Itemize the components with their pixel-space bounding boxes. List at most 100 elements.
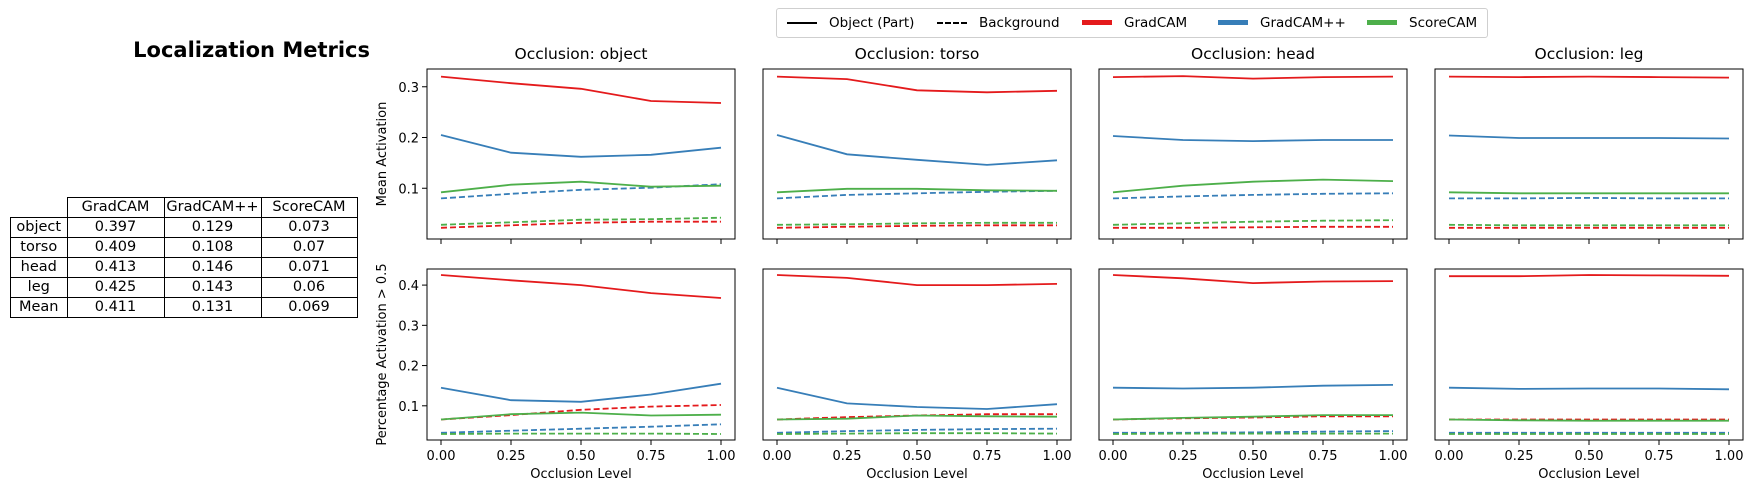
- series-line-scorecam-object: [1448, 418, 1729, 422]
- table-cell: 0.073: [260, 217, 358, 238]
- legend-color-swatch: [1218, 20, 1248, 25]
- table-cell: 0.071: [260, 257, 358, 278]
- legend-dashed-line-swatch: [937, 22, 967, 24]
- series-line-scorecam-background: [440, 216, 722, 226]
- series-line-scorecam-object: [776, 187, 1058, 194]
- plot-panel-frame: [426, 68, 736, 240]
- y-tick-label: 0.1: [398, 400, 419, 415]
- series-line-gradcam-object: [440, 75, 722, 104]
- chart-legend: Object (Part) Background GradCAM GradCAM…: [776, 8, 1488, 38]
- series-line-gradcampp-background: [776, 189, 1058, 200]
- plot-panel-frame: [1098, 68, 1408, 240]
- table-row: leg 0.425 0.143 0.06: [10, 277, 358, 298]
- series-line-gradcampp-background: [440, 423, 722, 434]
- series-line-gradcam-background: [440, 220, 721, 229]
- series-line-scorecam-background: [776, 221, 1057, 226]
- table-cell: 0.411: [66, 297, 165, 318]
- x-tick-label: 0.75: [1645, 449, 1674, 464]
- y-axis-label: Percentage Activation > 0.5: [375, 263, 390, 445]
- y-tick-label: 0.4: [398, 279, 419, 294]
- x-tick-label: 1.00: [1379, 449, 1408, 464]
- legend-label: GradCAM: [1124, 15, 1188, 31]
- series-line-gradcam-background: [776, 224, 1057, 229]
- x-tick-label: 0.75: [1309, 449, 1338, 464]
- legend-label: Background: [979, 15, 1060, 31]
- series-line-scorecam-object: [1448, 191, 1729, 195]
- series-line-gradcampp-object: [776, 386, 1058, 410]
- panel-title: Occlusion: object: [515, 45, 648, 63]
- panel-title: Occlusion: head: [1191, 45, 1315, 63]
- x-tick-label: 1.00: [1715, 449, 1744, 464]
- x-axis-label: Occlusion Level: [530, 467, 631, 482]
- series-line-scorecam-object: [1112, 178, 1394, 194]
- series-line-gradcam-object: [1448, 75, 1730, 79]
- x-tick-label: 0.00: [1435, 449, 1464, 464]
- x-tick-label: 0.00: [427, 449, 456, 464]
- legend-label: GradCAM++: [1260, 15, 1346, 31]
- series-line-gradcampp-object: [1112, 135, 1393, 143]
- series-line-gradcampp-background: [440, 183, 722, 200]
- table-row: Mean 0.411 0.131 0.069: [10, 297, 358, 318]
- series-line-scorecam-background: [776, 432, 1058, 435]
- series-line-gradcampp-background: [776, 427, 1058, 434]
- y-tick-label: 0.1: [398, 182, 419, 197]
- legend-solid-line-swatch: [787, 22, 817, 24]
- legend-color-swatch: [1082, 20, 1112, 25]
- series-line-scorecam-object: [1112, 414, 1393, 421]
- x-tick-label: 0.00: [763, 449, 792, 464]
- plot-panel-frame: [1434, 268, 1744, 441]
- panel-title: Occlusion: torso: [855, 45, 980, 63]
- y-tick-label: 0.3: [398, 81, 419, 96]
- x-axis-label: Occlusion Level: [1202, 467, 1303, 482]
- series-line-gradcampp-object: [440, 134, 722, 158]
- table-column-header: GradCAM: [66, 197, 165, 218]
- table-row: head 0.413 0.146 0.071: [10, 257, 358, 278]
- x-tick-label: 0.50: [567, 449, 596, 464]
- x-tick-label: 0.50: [1239, 449, 1268, 464]
- plot-panel-frame: [762, 68, 1072, 240]
- x-tick-label: 1.00: [707, 449, 736, 464]
- series-line-scorecam-object: [440, 411, 722, 421]
- legend-color-swatch: [1367, 20, 1397, 25]
- legend-label: Object (Part): [829, 15, 915, 31]
- plot-panel-frame: [1434, 68, 1744, 240]
- series-line-gradcam-object: [776, 274, 1058, 287]
- x-tick-label: 0.25: [1169, 449, 1198, 464]
- y-tick-label: 0.2: [398, 132, 419, 147]
- table-cell: 0.06: [260, 277, 358, 298]
- series-line-gradcam-object: [440, 274, 722, 299]
- x-tick-label: 0.25: [497, 449, 526, 464]
- x-axis-label: Occlusion Level: [1538, 467, 1639, 482]
- series-line-scorecam-background: [1448, 223, 1729, 227]
- series-line-gradcampp-object: [1112, 384, 1394, 390]
- x-tick-label: 0.25: [833, 449, 862, 464]
- series-line-gradcampp-object: [1448, 134, 1730, 140]
- x-tick-label: 0.50: [1575, 449, 1604, 464]
- series-line-scorecam-object: [776, 414, 1058, 421]
- table-row-label: head: [10, 257, 68, 278]
- table-row-label: Mean: [10, 297, 68, 318]
- series-line-gradcampp-object: [776, 134, 1058, 166]
- y-tick-label: 0.3: [398, 319, 419, 334]
- series-line-gradcam-object: [1112, 75, 1394, 80]
- series-line-gradcampp-object: [440, 382, 722, 403]
- x-axis-label: Occlusion Level: [866, 467, 967, 482]
- x-tick-label: 0.00: [1099, 449, 1128, 464]
- table-header-row: GradCAM GradCAM++ ScoreCAM: [11, 197, 358, 218]
- table-cell: 0.397: [66, 217, 165, 238]
- x-tick-label: 0.75: [973, 449, 1002, 464]
- table-cell: 0.069: [260, 297, 358, 318]
- table-row: object 0.397 0.129 0.073: [10, 217, 358, 238]
- x-tick-label: 0.75: [637, 449, 666, 464]
- series-line-scorecam-object: [440, 180, 722, 194]
- series-line-gradcam-object: [1112, 274, 1394, 285]
- series-line-gradcampp-background: [1449, 196, 1729, 200]
- series-line-scorecam-background: [1112, 219, 1394, 226]
- series-line-gradcam-object: [776, 75, 1058, 94]
- y-tick-label: 0.2: [398, 360, 419, 375]
- panel-title: Occlusion: leg: [1535, 45, 1644, 63]
- table-cell: 0.425: [66, 277, 165, 298]
- series-line-gradcampp-background: [1113, 430, 1394, 434]
- x-tick-label: 0.25: [1505, 449, 1534, 464]
